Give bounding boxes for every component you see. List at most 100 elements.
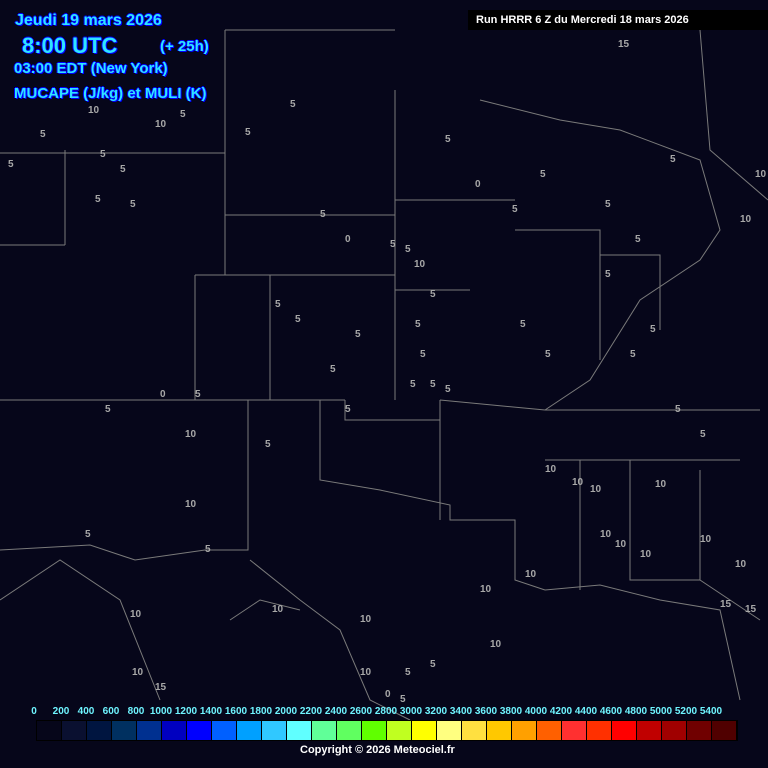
- contour-label: 10: [272, 604, 284, 615]
- contour-label: 0: [385, 689, 391, 700]
- colorbar-tick: 5400: [699, 706, 723, 717]
- colorbar-tick: 4800: [624, 706, 648, 717]
- contour-label: 5: [540, 169, 546, 180]
- border-line: [344, 400, 440, 421]
- forecast-time-utc: 8:00 UTC: [22, 33, 118, 58]
- contour-label: 10: [740, 214, 752, 225]
- colorbar-tick: 3400: [449, 706, 473, 717]
- contour-label: 10: [360, 667, 372, 678]
- contour-label: 10: [545, 464, 557, 475]
- contour-label: 10: [590, 484, 602, 495]
- contour-label: 5: [605, 269, 611, 280]
- colorbar-tick: 3000: [399, 706, 423, 717]
- contour-label: 10: [132, 667, 144, 678]
- colorbar-tick: 800: [127, 706, 145, 717]
- contour-label: 10: [700, 534, 712, 545]
- contour-label: 5: [675, 404, 681, 415]
- colorbar-tick: 5200: [674, 706, 698, 717]
- colorbar-swatch: [512, 721, 537, 740]
- contour-label: 10: [130, 609, 142, 620]
- colorbar-swatch: [37, 721, 62, 740]
- contour-label: 5: [345, 404, 351, 415]
- contour-label: 10: [155, 119, 167, 130]
- contour-label: 10: [572, 477, 584, 488]
- border-line: [229, 599, 301, 621]
- contour-label: 10: [480, 584, 492, 595]
- colorbar-tick: 2800: [374, 706, 398, 717]
- contour-label: 5: [390, 239, 396, 250]
- contour-label: 5: [100, 149, 106, 160]
- contour-label: 5: [295, 314, 301, 325]
- contour-label: 5: [330, 364, 336, 375]
- colorbar-swatch: [587, 721, 612, 740]
- colorbar-tick: 3800: [499, 706, 523, 717]
- contour-label: 0: [160, 389, 166, 400]
- border-line: [249, 559, 411, 721]
- colorbar-tick: 4200: [549, 706, 573, 717]
- contour-label: 5: [635, 234, 641, 245]
- colorbar: [36, 720, 738, 741]
- border-line: [699, 29, 768, 201]
- border-line: [479, 99, 721, 411]
- contour-label: 5: [430, 379, 436, 390]
- colorbar-tick: 1400: [199, 706, 223, 717]
- colorbar-swatch: [437, 721, 462, 740]
- colorbar-tick: 3600: [474, 706, 498, 717]
- contour-label: 5: [520, 319, 526, 330]
- colorbar-swatch: [137, 721, 162, 740]
- forecast-offset: (+ 25h): [160, 38, 209, 55]
- contour-label: 5: [195, 389, 201, 400]
- contour-label: 5: [120, 164, 126, 175]
- colorbar-tick: 400: [77, 706, 95, 717]
- contour-label: 0: [345, 234, 351, 245]
- contour-label: 5: [95, 194, 101, 205]
- border-line: [0, 559, 161, 701]
- contour-label: 5: [8, 159, 14, 170]
- contour-label: 5: [355, 329, 361, 340]
- contour-label: 5: [430, 659, 436, 670]
- colorbar-tick: 4000: [524, 706, 548, 717]
- colorbar-swatch: [162, 721, 187, 740]
- local-time: 03:00 EDT (New York): [14, 60, 168, 77]
- contour-label: 10: [185, 429, 197, 440]
- contour-label: 5: [205, 544, 211, 555]
- contour-label: 10: [525, 569, 537, 580]
- colorbar-swatch: [362, 721, 387, 740]
- contour-label: 5: [40, 129, 46, 140]
- contour-label: 10: [735, 559, 747, 570]
- contour-label: 10: [414, 259, 426, 270]
- colorbar-swatch: [237, 721, 262, 740]
- copyright: Copyright © 2026 Meteociel.fr: [300, 744, 455, 756]
- contour-label: 5: [180, 109, 186, 120]
- colorbar-tick: 1600: [224, 706, 248, 717]
- colorbar-swatch: [387, 721, 412, 740]
- contour-label: 10: [755, 169, 767, 180]
- colorbar-swatch: [187, 721, 212, 740]
- forecast-date: Jeudi 19 mars 2026: [15, 12, 162, 29]
- colorbar-swatch: [212, 721, 237, 740]
- contour-label: 5: [700, 429, 706, 440]
- contour-label: 5: [400, 694, 406, 705]
- contour-label: 5: [290, 99, 296, 110]
- colorbar-swatch: [487, 721, 512, 740]
- contour-label: 5: [265, 439, 271, 450]
- contour-label: 5: [405, 244, 411, 255]
- colorbar-swatch: [562, 721, 587, 740]
- contour-label: 5: [85, 529, 91, 540]
- colorbar-swatch: [412, 721, 437, 740]
- contour-label: 5: [545, 349, 551, 360]
- contour-label: 15: [745, 604, 757, 615]
- colorbar-swatch: [337, 721, 362, 740]
- contour-label: 10: [88, 105, 100, 116]
- contour-label: 5: [650, 324, 656, 335]
- colorbar-swatch: [287, 721, 312, 740]
- contour-label: 5: [410, 379, 416, 390]
- colorbar-tick: 2600: [349, 706, 373, 717]
- colorbar-tick: 2200: [299, 706, 323, 717]
- contour-label: 10: [185, 499, 197, 510]
- colorbar-swatch: [712, 721, 737, 740]
- colorbar-swatch: [687, 721, 712, 740]
- colorbar-tick: 4400: [574, 706, 598, 717]
